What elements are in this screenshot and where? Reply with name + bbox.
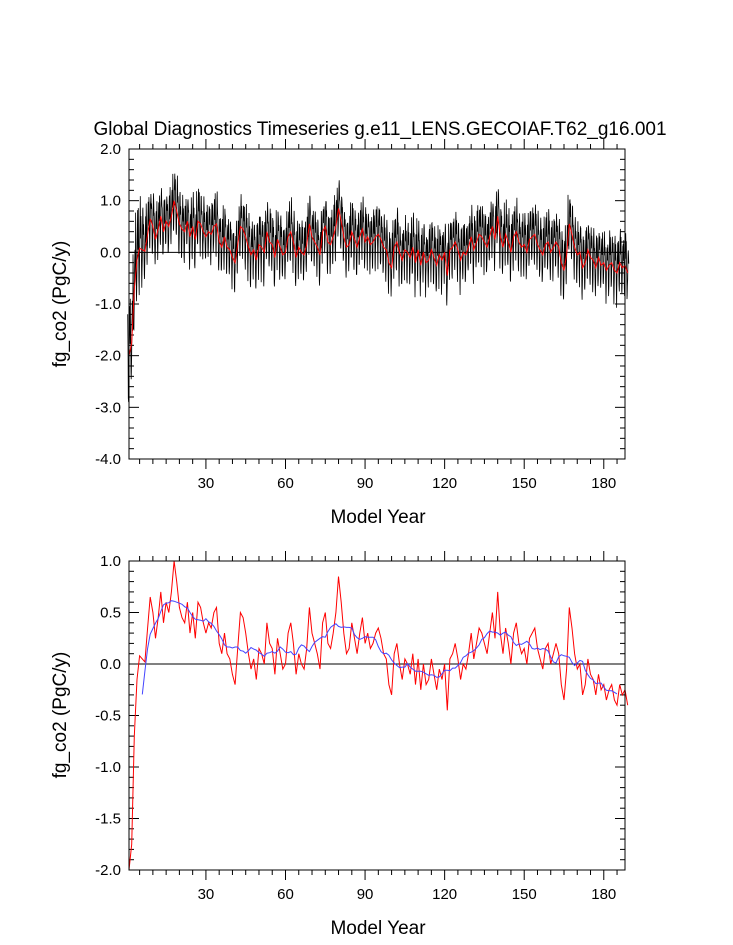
bottom-running-mean-series xyxy=(141,600,618,695)
y-tick-label: -0.5 xyxy=(95,708,121,725)
x-tick-label: 60 xyxy=(277,475,294,492)
bottom-plot-frame xyxy=(128,560,626,871)
x-tick-label: 150 xyxy=(512,475,537,492)
bottom-yaxis-label: fg_co2 (PgC/y) xyxy=(50,652,71,779)
top-panel: -4.0 -3.0 -2.0 -1.0 0.0 1.0 2.0 30 60 90 120 150 18… xyxy=(50,139,630,528)
y-tick-label: -4.0 xyxy=(95,451,121,468)
y-tick-label: -2.0 xyxy=(95,862,121,879)
y-tick-label: -1.5 xyxy=(95,811,121,828)
x-tick-label: 120 xyxy=(432,886,457,903)
top-monthly-series xyxy=(127,173,630,403)
bottom-annual-mean-series xyxy=(128,560,629,871)
x-tick-label: 30 xyxy=(198,886,215,903)
y-tick-label: 0.0 xyxy=(100,244,121,261)
top-annual-mean-series xyxy=(128,200,629,356)
x-tick-label: 150 xyxy=(512,886,537,903)
y-tick-label: 1.0 xyxy=(100,193,121,210)
x-tick-label: 30 xyxy=(198,475,215,492)
top-xtick-labels: 30 60 90 120 150 180 xyxy=(198,475,617,492)
chart-title: Global Diagnostics Timeseries g.e11_LENS… xyxy=(93,119,666,140)
top-plot-frame xyxy=(128,148,626,460)
x-tick-label: 120 xyxy=(432,475,457,492)
top-ytick-labels: -4.0 -3.0 -2.0 -1.0 0.0 1.0 2.0 xyxy=(95,141,121,468)
top-xaxis-label: Model Year xyxy=(330,507,426,528)
bottom-ytick-labels: -2.0 -1.5 -1.0 -0.5 0.0 0.5 1.0 xyxy=(95,553,121,879)
top-yaxis-label: fg_co2 (PgC/y) xyxy=(50,241,71,368)
y-tick-label: -1.0 xyxy=(95,296,121,313)
bottom-xaxis-label: Model Year xyxy=(330,918,426,939)
x-tick-label: 60 xyxy=(277,886,294,903)
y-tick-label: -2.0 xyxy=(95,348,121,365)
y-tick-label: -1.0 xyxy=(95,759,121,776)
top-ticks xyxy=(129,139,625,469)
y-tick-label: 2.0 xyxy=(100,141,121,158)
y-tick-label: 0.0 xyxy=(100,656,121,673)
x-tick-label: 90 xyxy=(357,886,374,903)
y-tick-label: 1.0 xyxy=(100,553,121,570)
y-tick-label: -3.0 xyxy=(95,399,121,416)
x-tick-label: 180 xyxy=(591,475,616,492)
bottom-panel: -2.0 -1.5 -1.0 -0.5 0.0 0.5 1.0 30 60 90 120 150 18… xyxy=(50,551,629,939)
y-tick-label: 0.5 xyxy=(100,605,121,622)
x-tick-label: 90 xyxy=(357,475,374,492)
bottom-ticks xyxy=(129,551,625,880)
bottom-xtick-labels: 30 60 90 120 150 180 xyxy=(198,886,617,903)
x-tick-label: 180 xyxy=(591,886,616,903)
